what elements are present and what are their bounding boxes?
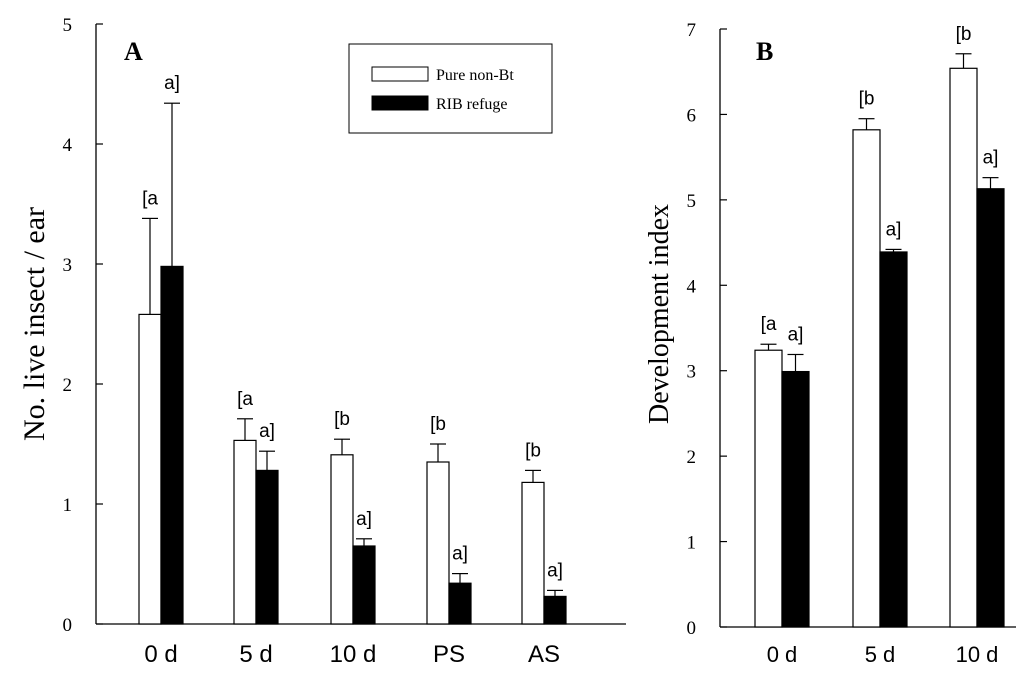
legend-swatch-pure-non-bt (371, 66, 429, 82)
panel-a-y-tick-label: 5 (63, 15, 73, 36)
panel-b-significance-label: [b (956, 24, 972, 45)
panel-b-y-tick-label: 3 (687, 362, 697, 383)
panel-b-significance-label: [b (859, 89, 875, 110)
panel-a-significance-label: [b (430, 414, 446, 435)
panel-a-x-tick-label: 10 d (330, 641, 377, 668)
panel-b-significance-label: a] (788, 324, 804, 345)
panel-a-bar-rib-refuge (352, 545, 376, 625)
panel-a-significance-label: a] (259, 421, 275, 442)
panel-b-y-tick-label: 6 (687, 105, 697, 126)
panel-a-bar-pure-non-bt (521, 481, 545, 625)
panel-a-bar-pure-non-bt (330, 454, 354, 625)
panel-a-x-tick-label: PS (433, 641, 465, 668)
panel-a-significance-label: [b (334, 409, 350, 430)
panel-a-y-tick-label: 2 (63, 375, 73, 396)
panel-a-bar-rib-refuge (255, 469, 279, 625)
panel-b-bar-rib-refuge (976, 188, 1005, 628)
panel-b-y-axis-title: Development index (644, 204, 675, 424)
panel-a-y-tick-label: 4 (63, 135, 73, 156)
panel-b-significance-label: [a (761, 314, 777, 335)
panel-b-bar-pure-non-bt (852, 129, 881, 628)
panel-b: 0 1 2 3 4 5 6 7 0 d 5 d 10 d [a [b [b a] a] a] B Devel… (644, 20, 1016, 667)
legend-swatch-rib-refuge (371, 95, 429, 111)
legend-label-rib-refuge: RIB refuge (436, 96, 508, 113)
panel-b-significance-label: a] (886, 219, 902, 240)
panel-b-x-tick-label: 5 d (865, 642, 896, 667)
panel-b-x-tick-label: 10 d (956, 642, 999, 667)
panel-a-bar-pure-non-bt (233, 439, 257, 625)
panel-b-bar-pure-non-bt (949, 67, 978, 628)
panel-b-y-tick-label: 5 (687, 191, 697, 212)
panel-a-y-tick-label: 0 (63, 615, 73, 636)
panel-b-y-tick-label: 2 (687, 447, 697, 468)
panel-b-bar-pure-non-bt (754, 349, 783, 628)
panel-a-y-tick-label: 1 (63, 495, 73, 516)
panel-a-bar-rib-refuge (448, 582, 472, 625)
panel-a-x-tick-label: 0 d (144, 641, 177, 668)
panel-a-significance-label: a] (452, 544, 468, 565)
panel-a: 0 1 2 3 4 5 0 d 5 d 10 d PS AS [a [a [b [b [b a] a] a] a]… (18, 15, 626, 668)
panel-a-y-tick-label: 3 (63, 255, 73, 276)
panel-a-x-tick-label: AS (528, 641, 560, 668)
panel-a-bar-pure-non-bt (426, 461, 450, 625)
panel-b-x-tick-label: 0 d (767, 642, 798, 667)
panel-a-label: A (124, 37, 143, 66)
panel-a-significance-label: a] (164, 73, 180, 94)
panel-a-significance-label: a] (356, 509, 372, 530)
panel-a-bar-rib-refuge (543, 595, 567, 625)
panel-b-bar-rib-refuge (781, 370, 810, 628)
panel-a-significance-label: [b (525, 440, 541, 461)
panel-b-bar-rib-refuge (879, 251, 908, 628)
panel-b-y-tick-label: 0 (687, 618, 697, 639)
legend-box (348, 43, 553, 134)
panel-a-significance-label: [a (237, 389, 253, 410)
panel-a-bar-pure-non-bt (138, 313, 162, 625)
legend: Pure non-Bt RIB refuge (348, 43, 553, 134)
legend-label-pure-non-bt: Pure non-Bt (436, 67, 514, 84)
panel-a-significance-label: [a (142, 188, 158, 209)
panel-a-bar-rib-refuge (160, 265, 184, 625)
panel-b-label: B (756, 37, 773, 66)
panel-a-x-tick-label: 5 d (239, 641, 272, 668)
panel-b-y-tick-label: 1 (687, 533, 697, 554)
panel-b-y-tick-label: 7 (687, 20, 697, 41)
panel-b-significance-label: a] (983, 148, 999, 169)
panel-b-y-tick-label: 4 (687, 276, 697, 297)
panel-a-significance-label: a] (547, 560, 563, 581)
panel-a-y-axis-title: No. live insect / ear (18, 207, 51, 441)
